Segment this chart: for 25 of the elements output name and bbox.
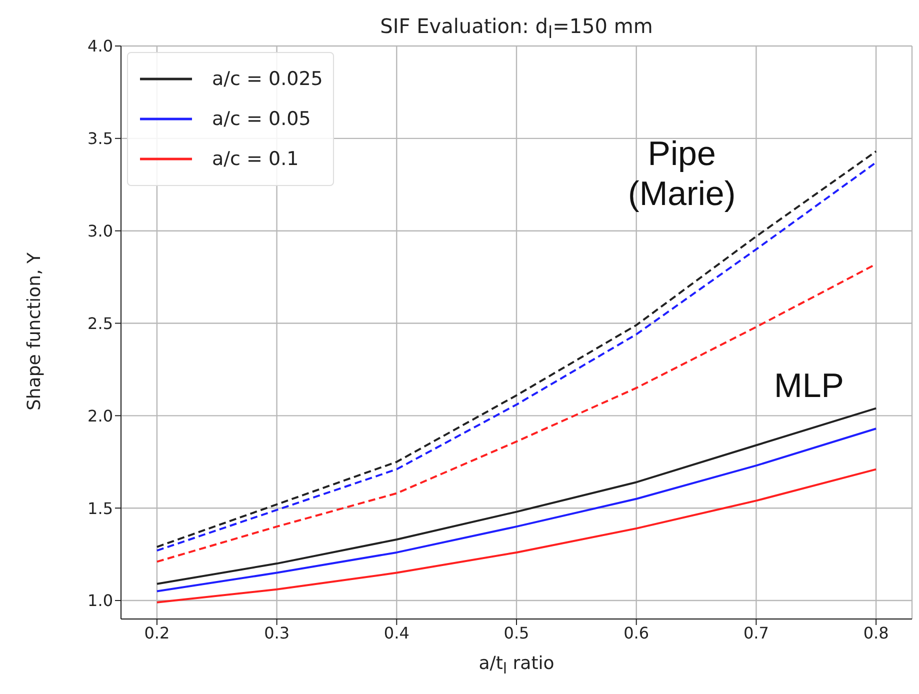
annotation: Pipe (Marie) [628,134,736,214]
y-tick-label: 2.0 [88,406,113,426]
x-tick-label: 0.7 [743,623,769,642]
x-tick-label: 0.8 [863,623,889,642]
annotation: MLP [774,366,844,406]
chart-title: SIF Evaluation: d$_{l}$=150 mm [379,14,654,42]
y-tick-label: 1.0 [88,591,113,610]
legend-label: a/c = 0.1 [212,148,299,170]
x-axis-title: a/t$_{l}$ ratio [478,653,556,678]
y-tick-label: 2.5 [88,314,113,333]
line-series [156,428,878,592]
y-tick-label: 1.5 [88,498,113,518]
legend-label: a/c = 0.025 [212,68,323,90]
y-tick-label: 3.5 [88,129,113,148]
y-tick-label: 3.0 [88,222,113,241]
legend-label: a/c = 0.05 [212,108,311,130]
x-tick-label: 0.2 [144,623,170,642]
x-tick-label: 0.5 [504,623,530,642]
x-tick-label: 0.3 [264,623,290,642]
line-series [156,468,878,604]
x-tick-label: 0.6 [624,623,650,642]
x-tick-label: 0.4 [384,623,410,642]
y-axis-title: Shape function, Y [24,250,44,412]
line-series [156,407,878,585]
y-tick-label: 4.0 [88,36,113,56]
